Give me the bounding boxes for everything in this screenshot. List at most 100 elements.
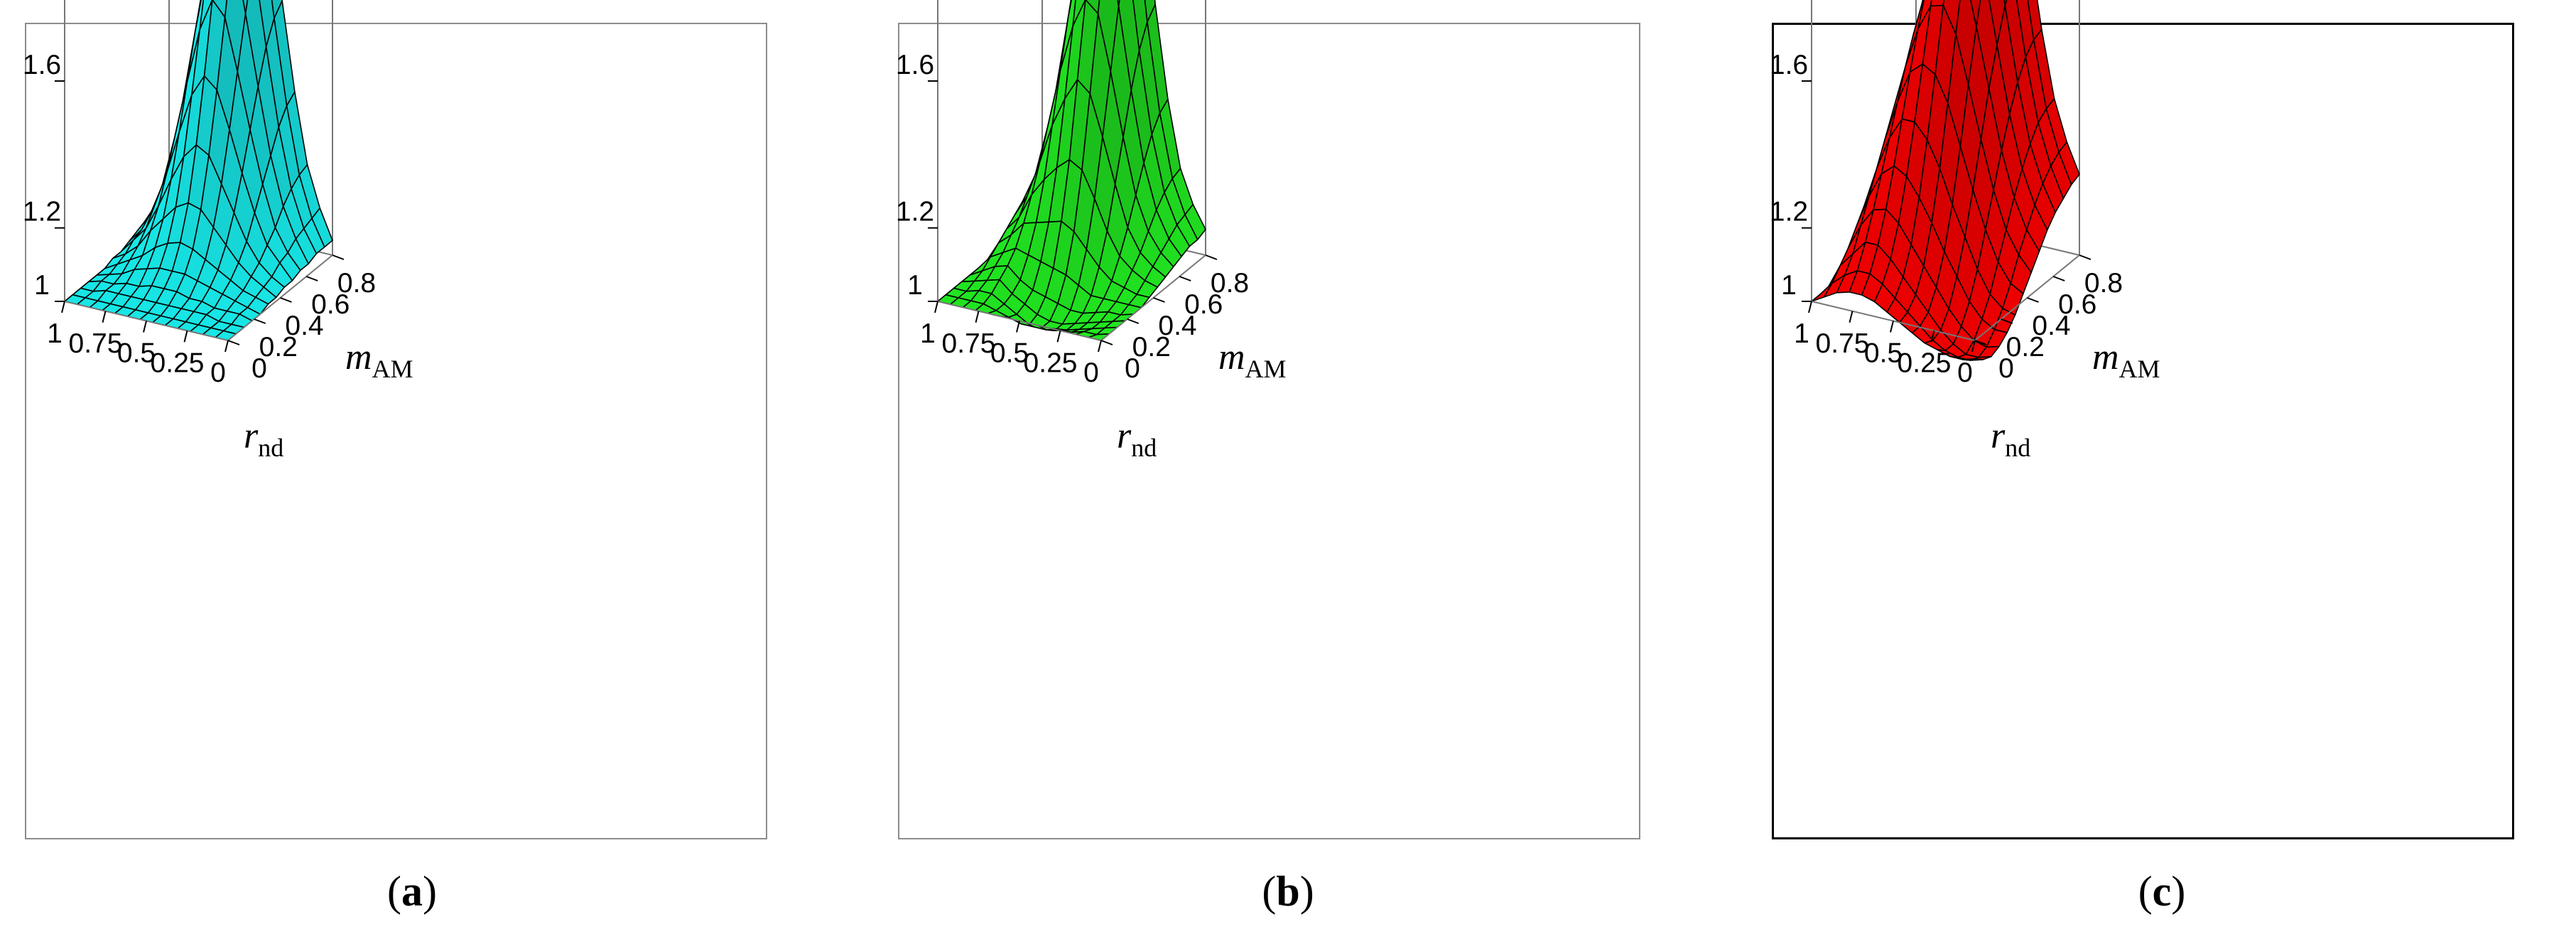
r-tick-mark [975, 311, 980, 323]
axis-symbol: m [345, 337, 372, 377]
r-tick-mark [1890, 321, 1894, 333]
m-axis-title: mAM [345, 337, 413, 383]
caption-letter: a [401, 868, 423, 915]
r-tick-mark [1971, 340, 1976, 353]
r-tick-mark [934, 301, 938, 313]
m-tick-label: 0 [251, 353, 267, 384]
m-axis: 00.20.40.60.8 mAM [1974, 254, 2160, 384]
axis-subscript: AM [1245, 355, 1287, 383]
m-tick-label: 0.6 [2058, 289, 2096, 320]
panel-frame [25, 23, 767, 839]
surface-plot-svg-b: 11.21.62arl(0)10.750.50.250rnd00.20.40.6… [896, 0, 1287, 462]
z-tick-label: 1.6 [23, 50, 61, 80]
m-axis-title: mAM [2092, 337, 2160, 383]
r-tick-mark [1098, 340, 1102, 353]
r-tick-label: 0 [1957, 358, 1973, 388]
caption-letter: c [2152, 868, 2172, 915]
r-tick-label: 0.25 [1898, 348, 1952, 378]
r-tick-label: 1 [1794, 318, 1809, 349]
r-tick-label: 0.75 [69, 328, 123, 359]
m-tick-label: 0.4 [1158, 311, 1196, 341]
surface-plot-panel-a: 11.21.62arl(0)10.750.50.250rnd00.20.40.6… [23, 0, 767, 839]
r-tick-label: 0.5 [117, 338, 156, 369]
z-tick-label: 1 [907, 270, 923, 301]
axis-subscript: nd [2005, 434, 2030, 462]
axis-subscript: AM [2119, 355, 2160, 383]
axis-symbol: r [244, 416, 259, 456]
r-axis-title: rnd [244, 416, 283, 462]
r-tick-mark [143, 321, 147, 333]
m-tick-label: 0.6 [1184, 289, 1223, 320]
z-axis: 11.21.62arl(0) [23, 50, 65, 302]
m-tick-mark [280, 297, 292, 303]
z-axis: 11.21.62arl(0) [1770, 50, 1812, 302]
r-tick-mark [102, 311, 107, 323]
m-tick-mark [2079, 254, 2091, 260]
m-tick-mark [2052, 276, 2065, 281]
m-tick-mark [2001, 318, 2013, 324]
r-tick-mark [61, 301, 65, 313]
m-tick-mark [1127, 318, 1140, 324]
m-tick-label: 0.2 [2006, 332, 2045, 362]
m-tick-mark [1179, 276, 1191, 281]
r-tick-label: 0 [210, 358, 226, 388]
r-tick-label: 0.5 [990, 338, 1029, 369]
surface-plot-svg-a: 11.21.62arl(0)10.750.50.250rnd00.20.40.6… [23, 0, 413, 462]
m-tick-label: 0.4 [2032, 311, 2070, 341]
m-tick-mark [2027, 297, 2039, 303]
z-tick-label: 1.6 [1770, 50, 1808, 80]
r-tick-mark [1056, 331, 1061, 343]
axis-subscript: nd [258, 434, 283, 462]
r-tick-label: 0 [1083, 358, 1099, 388]
m-tick-label: 0.2 [1132, 332, 1171, 362]
r-tick-mark [183, 331, 188, 343]
z-tick-label: 1.2 [23, 197, 61, 227]
panel-frame [898, 23, 1640, 839]
m-tick-label: 0.8 [2084, 268, 2123, 299]
axis-symbol: m [1218, 337, 1245, 377]
m-tick-mark [1974, 340, 1987, 345]
r-tick-mark [1930, 331, 1935, 343]
m-tick-label: 0.2 [259, 332, 298, 362]
z-tick-label: 1.2 [896, 197, 934, 227]
m-tick-mark [1100, 340, 1113, 345]
r-axis: 1 0.750.50.25 0 rnd [1794, 301, 2030, 462]
m-tick-mark [254, 318, 266, 324]
r-tick-mark [1849, 311, 1853, 323]
m-tick-label: 0.8 [1211, 268, 1249, 299]
m-tick-label: 0 [1125, 353, 1140, 384]
m-tick-label: 0.6 [311, 289, 350, 320]
z-tick-label: 1.6 [896, 50, 934, 80]
caption-a: (a) [387, 868, 437, 915]
m-tick-label: 0.8 [337, 268, 376, 299]
axis-symbol: m [2092, 337, 2119, 377]
z-tick-label: 1 [1781, 270, 1797, 301]
r-tick-label: 0.75 [1816, 328, 1870, 359]
caption-c: (c) [2138, 868, 2186, 915]
r-tick-label: 1 [920, 318, 936, 349]
r-axis-title: rnd [1991, 416, 2030, 462]
r-tick-label: 0.25 [1024, 348, 1078, 378]
r-axis-title: rnd [1117, 416, 1157, 462]
m-axis-title: mAM [1218, 337, 1287, 383]
m-axis: 00.20.40.60.8 mAM [227, 254, 413, 384]
panel-frame [1772, 23, 2514, 839]
caption-b: (b) [1262, 868, 1314, 915]
axis-subscript: AM [372, 355, 413, 383]
caption-letter: b [1276, 868, 1300, 915]
r-tick-mark [1808, 301, 1812, 313]
m-tick-mark [332, 254, 345, 260]
surface-plot-panel-b: 11.21.62arl(0)10.750.50.250rnd00.20.40.6… [896, 0, 1640, 839]
z-tick-label: 1 [34, 270, 50, 301]
r-tick-mark [1016, 321, 1020, 333]
m-tick-label: 0.4 [285, 311, 323, 341]
surface-cell [1961, 358, 1984, 361]
m-tick-mark [305, 276, 318, 281]
surface-mesh [1811, 0, 2080, 361]
r-tick-label: 0.5 [1864, 338, 1903, 369]
r-tick-label: 0.25 [151, 348, 205, 378]
